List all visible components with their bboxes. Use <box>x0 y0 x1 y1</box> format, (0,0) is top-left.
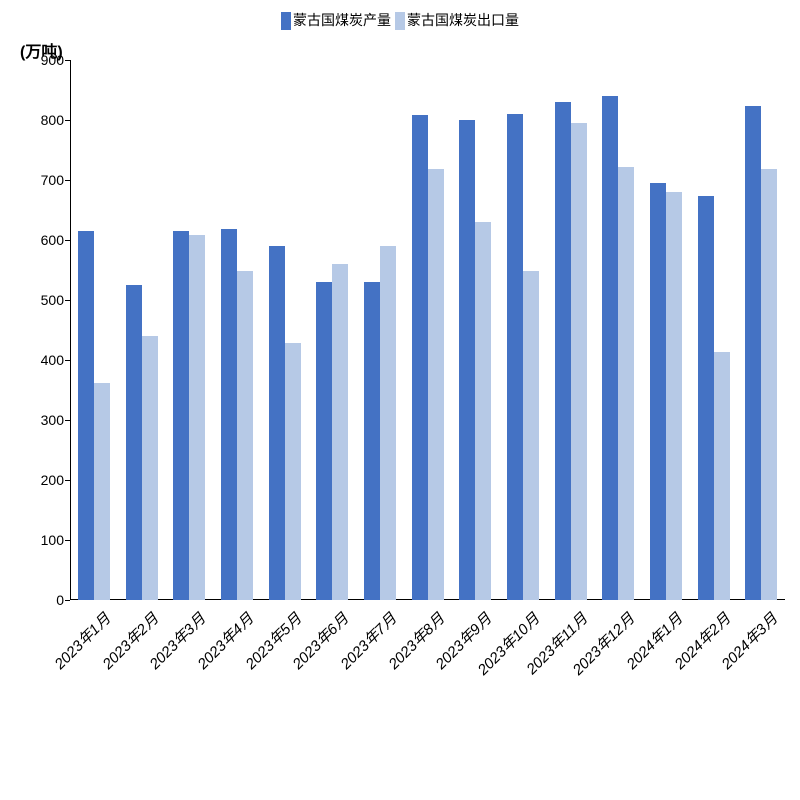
bar-series-0 <box>412 115 428 600</box>
bar-series-0 <box>126 285 142 600</box>
bar-series-1 <box>475 222 491 600</box>
bar-group <box>221 229 253 600</box>
bar-group <box>316 264 348 600</box>
bar-series-0 <box>78 231 94 600</box>
bar-series-1 <box>666 192 682 600</box>
bar-series-0 <box>555 102 571 600</box>
y-axis-line <box>70 60 71 600</box>
bar-series-0 <box>698 196 714 600</box>
bar-series-1 <box>714 352 730 600</box>
y-tick-mark <box>65 600 70 601</box>
bar-series-1 <box>428 169 444 600</box>
legend-label-1: 蒙古国煤炭出口量 <box>407 12 519 28</box>
bar-series-0 <box>173 231 189 600</box>
bar-group <box>78 231 110 600</box>
bar-series-1 <box>94 383 110 600</box>
y-tick-mark <box>65 420 70 421</box>
bar-group <box>650 183 682 600</box>
bar-group <box>698 196 730 600</box>
bar-series-0 <box>650 183 666 600</box>
bar-series-0 <box>364 282 380 600</box>
chart-container: 蒙古国煤炭产量蒙古国煤炭出口量 (万吨) 0100200300400500600… <box>0 0 800 800</box>
bar-group <box>602 96 634 600</box>
bar-group <box>412 115 444 600</box>
bar-group <box>507 114 539 600</box>
bar-series-1 <box>332 264 348 600</box>
bar-series-1 <box>571 123 587 600</box>
y-tick-mark <box>65 120 70 121</box>
bar-group <box>126 285 158 600</box>
bar-group <box>173 231 205 600</box>
y-tick-mark <box>65 240 70 241</box>
legend: 蒙古国煤炭产量蒙古国煤炭出口量 <box>0 10 800 30</box>
bar-series-0 <box>507 114 523 600</box>
bar-group <box>364 246 396 600</box>
y-tick-mark <box>65 300 70 301</box>
y-tick-mark <box>65 480 70 481</box>
bar-series-1 <box>523 271 539 600</box>
bar-series-1 <box>189 235 205 600</box>
bar-series-1 <box>761 169 777 600</box>
bar-group <box>745 106 777 600</box>
bar-group <box>555 102 587 600</box>
bar-series-0 <box>459 120 475 600</box>
legend-swatch-0 <box>281 12 291 30</box>
bar-group <box>459 120 491 600</box>
y-tick-mark <box>65 60 70 61</box>
y-tick-mark <box>65 180 70 181</box>
bar-series-1 <box>285 343 301 600</box>
bar-series-1 <box>237 271 253 600</box>
bar-series-1 <box>618 167 634 600</box>
plot-area: 01002003004005006007008009002023年1月2023年… <box>70 60 785 600</box>
y-tick-mark <box>65 360 70 361</box>
legend-item-1: 蒙古国煤炭出口量 <box>395 10 519 30</box>
bar-series-0 <box>745 106 761 600</box>
bar-group <box>269 246 301 600</box>
bar-series-1 <box>142 336 158 600</box>
legend-swatch-1 <box>395 12 405 30</box>
bar-series-1 <box>380 246 396 600</box>
legend-label-0: 蒙古国煤炭产量 <box>293 12 391 28</box>
bar-series-0 <box>602 96 618 600</box>
bar-series-0 <box>316 282 332 600</box>
bar-series-0 <box>269 246 285 600</box>
bar-series-0 <box>221 229 237 600</box>
y-tick-mark <box>65 540 70 541</box>
legend-item-0: 蒙古国煤炭产量 <box>281 10 391 30</box>
